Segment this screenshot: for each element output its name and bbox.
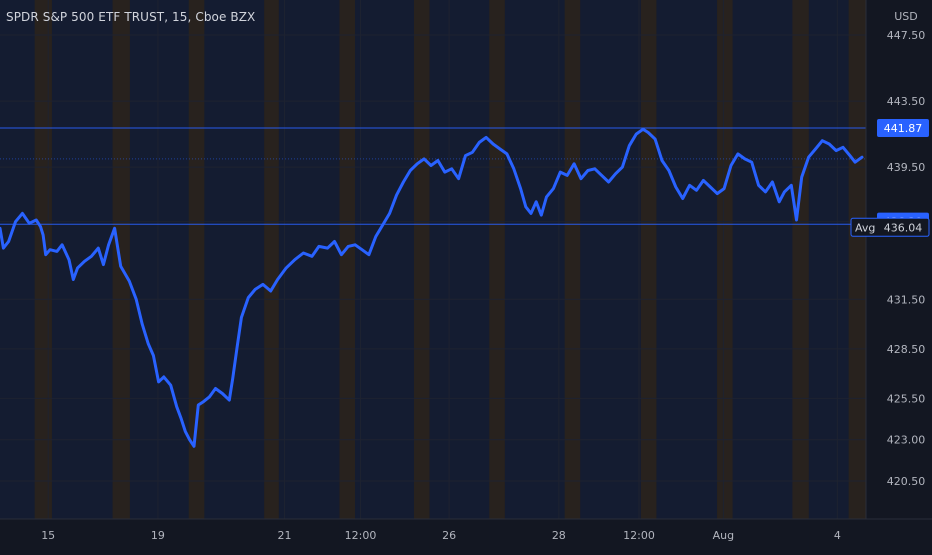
session-band xyxy=(429,0,490,519)
session-band xyxy=(34,0,52,519)
x-tick-label: 21 xyxy=(278,529,292,542)
currency-label: USD xyxy=(894,10,918,23)
x-tick-label: 28 xyxy=(552,529,566,542)
y-tick-label: 443.50 xyxy=(887,95,926,108)
high-price-label: 441.87 xyxy=(884,122,923,135)
chart-title: SPDR S&P 500 ETF TRUST, 15, Cboe BZX xyxy=(6,10,256,24)
y-tick-label: 428.50 xyxy=(887,343,926,356)
price-axis[interactable] xyxy=(866,0,932,550)
session-band xyxy=(204,0,265,519)
y-tick-label: 425.50 xyxy=(887,392,926,405)
x-tick-label: 15 xyxy=(41,529,55,542)
session-band xyxy=(129,0,189,519)
session-band xyxy=(278,0,340,519)
y-tick-label: 447.50 xyxy=(887,29,926,42)
session-band xyxy=(580,0,641,519)
session-band xyxy=(808,0,849,519)
session-band xyxy=(564,0,581,519)
x-tick-label: 12:00 xyxy=(623,529,655,542)
session-band xyxy=(0,0,35,519)
session-band xyxy=(792,0,809,519)
x-tick-label: 19 xyxy=(151,529,165,542)
session-band xyxy=(413,0,430,519)
high-price-label-bg xyxy=(877,118,929,137)
session-band xyxy=(264,0,279,519)
session-band xyxy=(355,0,414,519)
price-series-line[interactable] xyxy=(0,127,864,448)
session-band xyxy=(112,0,130,519)
session-band xyxy=(188,0,205,519)
x-tick-label: Aug xyxy=(713,529,734,542)
session-band xyxy=(732,0,793,519)
session-band xyxy=(489,0,505,519)
y-tick-label: 439.50 xyxy=(887,161,926,174)
avg-label-box xyxy=(850,217,930,237)
x-tick-label: 4 xyxy=(834,529,841,542)
session-band xyxy=(640,0,657,519)
y-tick-label: 423.00 xyxy=(887,434,926,447)
session-band xyxy=(717,0,733,519)
session-band xyxy=(656,0,718,519)
session-band xyxy=(848,0,866,519)
time-axis[interactable] xyxy=(0,519,932,550)
y-tick-label: 420.50 xyxy=(887,475,926,488)
x-tick-label: 12:00 xyxy=(345,529,377,542)
session-band xyxy=(504,0,565,519)
avg-label-value: 436.04 xyxy=(884,221,923,234)
session-band xyxy=(339,0,356,519)
x-tick-label: 26 xyxy=(442,529,456,542)
avg-label-prefix: Avg xyxy=(855,221,875,234)
y-tick-label: 431.50 xyxy=(887,293,926,306)
